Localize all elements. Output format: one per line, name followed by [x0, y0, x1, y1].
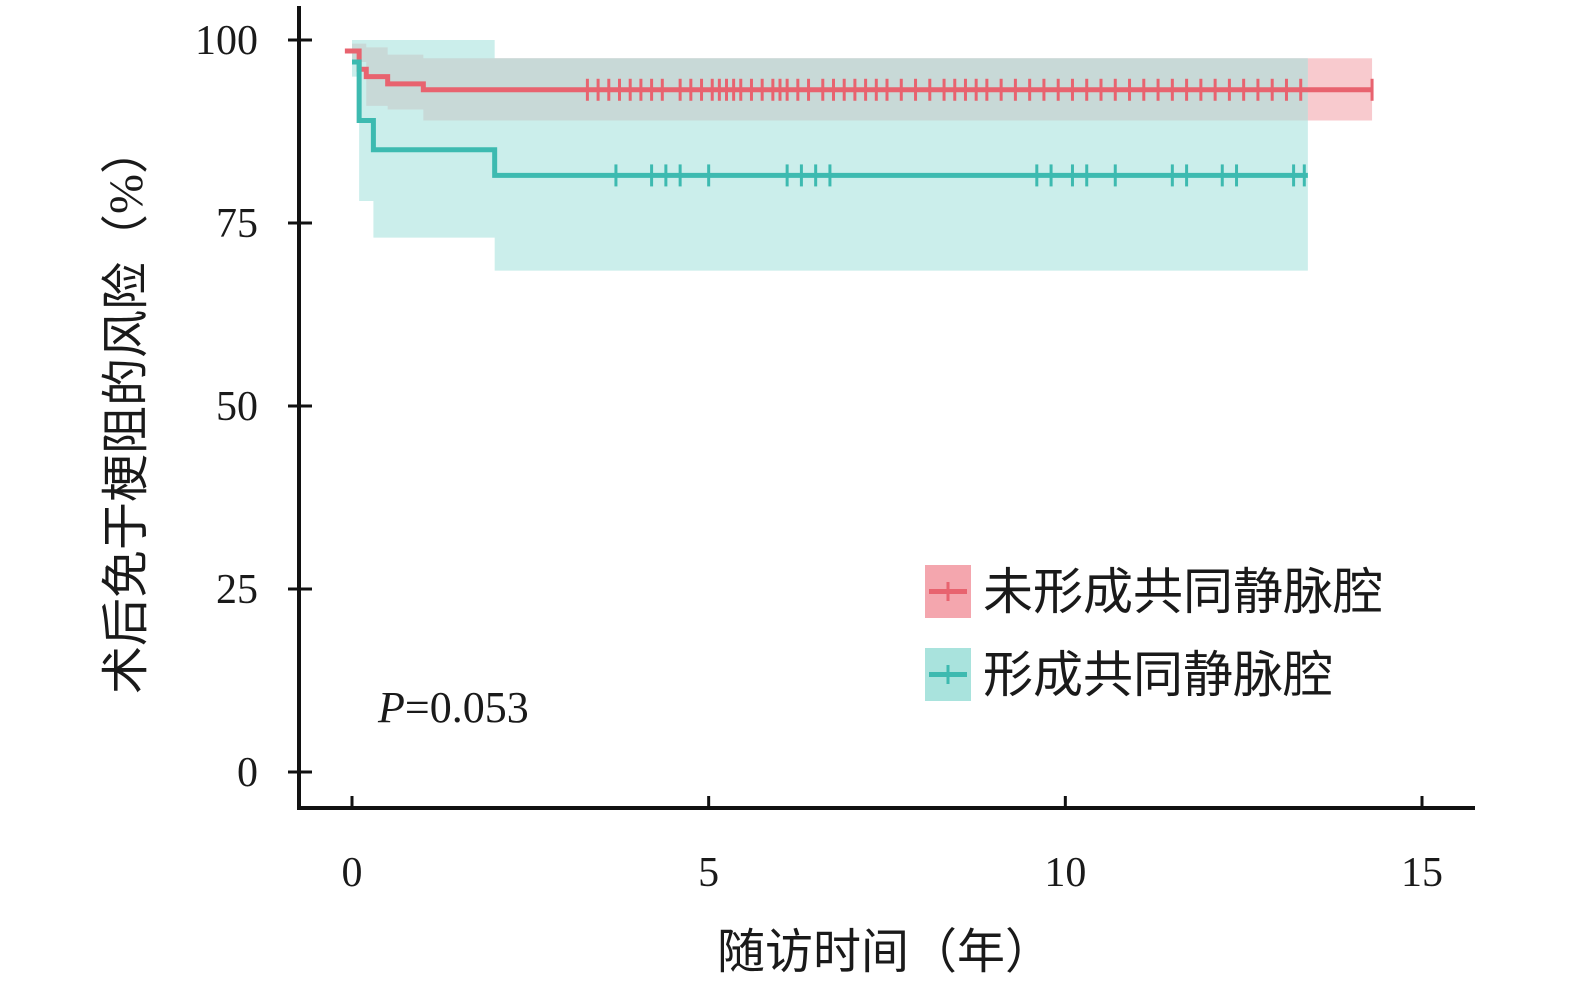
confidence-bands [352, 40, 1373, 271]
legend-item-1: 未形成共同静脉腔 [925, 564, 1383, 620]
legend: 未形成共同静脉腔 形成共同静脉腔 [925, 564, 1383, 703]
p-value: =0.053 [405, 683, 529, 732]
legend-label-2: 形成共同静脉腔 [983, 647, 1333, 703]
y-tick-label: 100 [195, 18, 258, 64]
x-tick-label: 5 [698, 850, 719, 896]
x-axis-title: 随访时间（年） [717, 926, 1053, 979]
axes [297, 6, 1475, 810]
censor-marks [585, 78, 1374, 187]
y-ticks: 0 25 50 75 100 [195, 18, 312, 796]
ci-band-2 [352, 40, 1308, 271]
y-tick-label: 25 [216, 567, 258, 613]
y-tick-label: 0 [237, 750, 258, 796]
y-tick-label: 75 [216, 201, 258, 247]
p-value-annotation: P=0.053 [377, 683, 529, 732]
y-tick-label: 50 [216, 384, 258, 430]
survival-line-2 [352, 59, 1308, 178]
legend-label-1: 未形成共同静脉腔 [983, 564, 1383, 620]
p-symbol: P [377, 683, 405, 732]
y-axis-title: 术后免于梗阻的风险（%） [100, 126, 153, 694]
x-tick-label: 10 [1044, 850, 1086, 896]
x-tick-label: 0 [342, 850, 363, 896]
legend-item-2: 形成共同静脉腔 [925, 647, 1333, 703]
x-tick-label: 15 [1401, 850, 1443, 896]
survival-curves [344, 48, 1373, 178]
x-ticks: 0 5 10 15 [342, 796, 1443, 896]
